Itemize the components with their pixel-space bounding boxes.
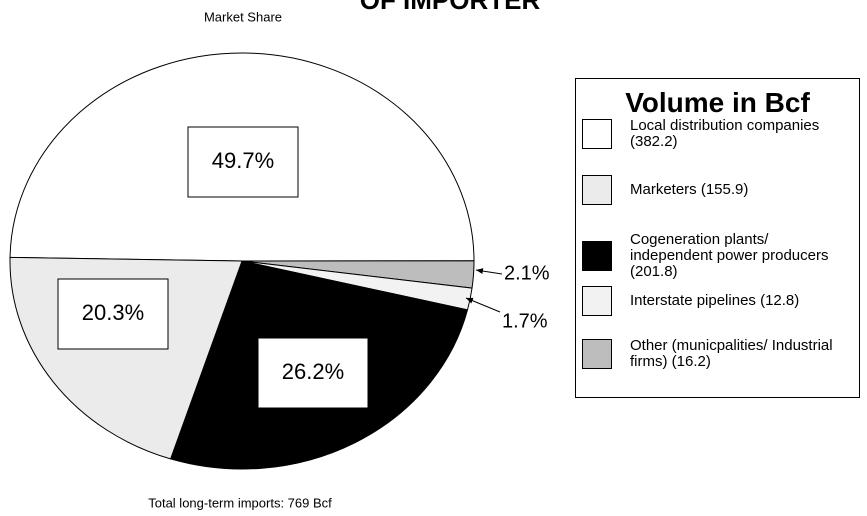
legend-entry: Interstate pipelines (12.8) xyxy=(582,286,845,316)
legend-label: Other (municpalities/ Industrial firms) … xyxy=(630,337,833,370)
legend-entry: Other (municpalities/ Industrial firms) … xyxy=(582,338,845,370)
legend-label: Marketers (155.9) xyxy=(630,181,749,198)
legend-entry: Cogeneration plants/ independent power p… xyxy=(582,232,845,280)
legend-swatch xyxy=(582,119,612,149)
footnote: Total long-term imports: 769 Bcf xyxy=(148,495,332,510)
data-label: 49.7% xyxy=(212,148,274,173)
legend-label: Local distribution companies (382.2) xyxy=(630,117,820,150)
label-box xyxy=(57,278,169,350)
legend-title: Volume in Bcf xyxy=(625,87,810,118)
data-label: 2.1% xyxy=(504,262,550,284)
legend-swatch xyxy=(582,339,612,369)
legend: Volume in Bcf Local distribution compani… xyxy=(575,78,860,398)
data-label: 1.7% xyxy=(502,310,548,332)
subtitle: Market Share xyxy=(204,9,282,24)
legend-label: Interstate pipelines (12.8) xyxy=(630,292,800,309)
leader-arrow xyxy=(465,297,501,313)
legend-entry: Local distribution companies (382.2) xyxy=(582,118,845,150)
legend-entry: Marketers (155.9) xyxy=(582,175,845,205)
data-label: 26.2% xyxy=(282,359,344,384)
legend-swatch xyxy=(582,241,612,271)
leader-arrow xyxy=(475,268,503,275)
data-label: 20.3% xyxy=(82,300,144,325)
label-box xyxy=(257,337,369,409)
legend-swatch xyxy=(582,286,612,316)
label-box xyxy=(187,126,299,198)
legend-label: Cogeneration plants/ independent power p… xyxy=(630,231,829,280)
chart-title: OF IMPORTER xyxy=(360,0,541,15)
legend-swatch xyxy=(582,175,612,205)
